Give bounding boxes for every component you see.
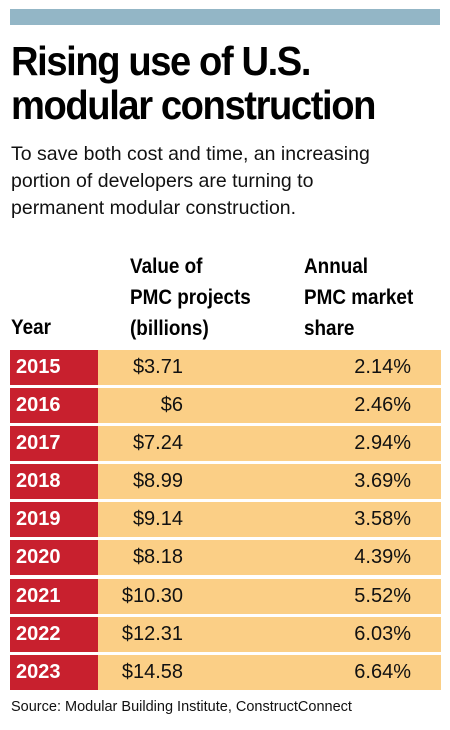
value-cell: $8.99 (132, 470, 183, 493)
row-values: $6 2.46% (98, 388, 441, 424)
year-cell: 2018 (10, 464, 98, 500)
value-cell: $10.30 (121, 584, 183, 607)
year-cell: 2016 (10, 388, 98, 424)
column-header-share: Annual PMC market share (304, 251, 413, 344)
share-cell: 3.58% (354, 508, 411, 531)
share-cell: 2.46% (354, 394, 411, 417)
value-cell: $6 (160, 394, 183, 417)
subtitle-line-3: permanent modular construction. (11, 197, 297, 219)
year-cell: 2021 (10, 578, 98, 614)
table-row: 2022 $12.31 6.03% (10, 616, 441, 652)
share-cell: 6.03% (354, 622, 411, 645)
value-cell: $12.31 (121, 622, 183, 645)
share-cell: 3.69% (354, 470, 411, 493)
table-row: 2017 $7.24 2.94% (10, 426, 441, 462)
share-header-line-1: Annual (304, 255, 369, 278)
table-row: 2021 $10.30 5.52% (10, 578, 441, 614)
row-values: $12.31 6.03% (98, 616, 441, 652)
subtitle-line-2: portion of developers are turning to (11, 170, 314, 192)
share-cell: 6.64% (354, 660, 411, 683)
top-accent-bar (10, 9, 440, 25)
value-cell: $3.71 (132, 356, 183, 378)
chart-title: Rising use of U.S. modular construction (11, 39, 411, 127)
column-header-value: Value of PMC projects (billions) (130, 251, 251, 344)
value-cell: $14.58 (121, 660, 183, 683)
row-values: $14.58 6.64% (98, 654, 441, 690)
share-cell: 4.39% (354, 546, 411, 569)
share-cell: 2.94% (354, 432, 411, 455)
value-header-line-2: PMC projects (130, 286, 251, 309)
year-cell: 2020 (10, 540, 98, 576)
value-cell: $7.24 (132, 432, 183, 455)
table-row: 2018 $8.99 3.69% (10, 464, 441, 500)
share-header-line-2: PMC market (304, 286, 414, 309)
row-values: $9.14 3.58% (98, 502, 441, 538)
table-row: 2019 $9.14 3.58% (10, 502, 441, 538)
title-line-2: modular construction (11, 82, 376, 128)
value-cell: $8.18 (132, 546, 183, 569)
value-header-line-1: Value of (130, 255, 203, 278)
share-cell: 2.14% (354, 356, 411, 378)
row-values: $8.99 3.69% (98, 464, 441, 500)
table-row: 2016 $6 2.46% (10, 388, 441, 424)
chart-subtitle: To save both cost and time, an increasin… (11, 141, 441, 222)
table-row: 2023 $14.58 6.64% (10, 654, 441, 690)
data-table: 2015 $3.71 2.14% 2016 $6 2.46% 2017 $7.24 2.94% 2… (10, 350, 441, 693)
source-note: Source: Modular Building Institute, Cons… (11, 699, 352, 715)
year-cell: 2015 (10, 350, 98, 385)
subtitle-line-1: To save both cost and time, an increasin… (11, 143, 370, 165)
value-header-line-3: (billions) (130, 317, 209, 340)
value-cell: $9.14 (132, 508, 183, 531)
row-values: $7.24 2.94% (98, 426, 441, 462)
share-header-line-3: share (304, 317, 355, 340)
year-cell: 2017 (10, 426, 98, 462)
title-line-1: Rising use of U.S. (11, 38, 311, 84)
share-cell: 5.52% (354, 584, 411, 607)
table-row: 2020 $8.18 4.39% (10, 540, 441, 576)
year-cell: 2023 (10, 654, 98, 690)
table-row: 2015 $3.71 2.14% (10, 350, 441, 385)
year-cell: 2019 (10, 502, 98, 538)
row-values: $3.71 2.14% (98, 350, 441, 385)
row-values: $8.18 4.39% (98, 540, 441, 576)
column-header-year: Year (11, 316, 51, 339)
row-values: $10.30 5.52% (98, 578, 441, 614)
year-cell: 2022 (10, 616, 98, 652)
